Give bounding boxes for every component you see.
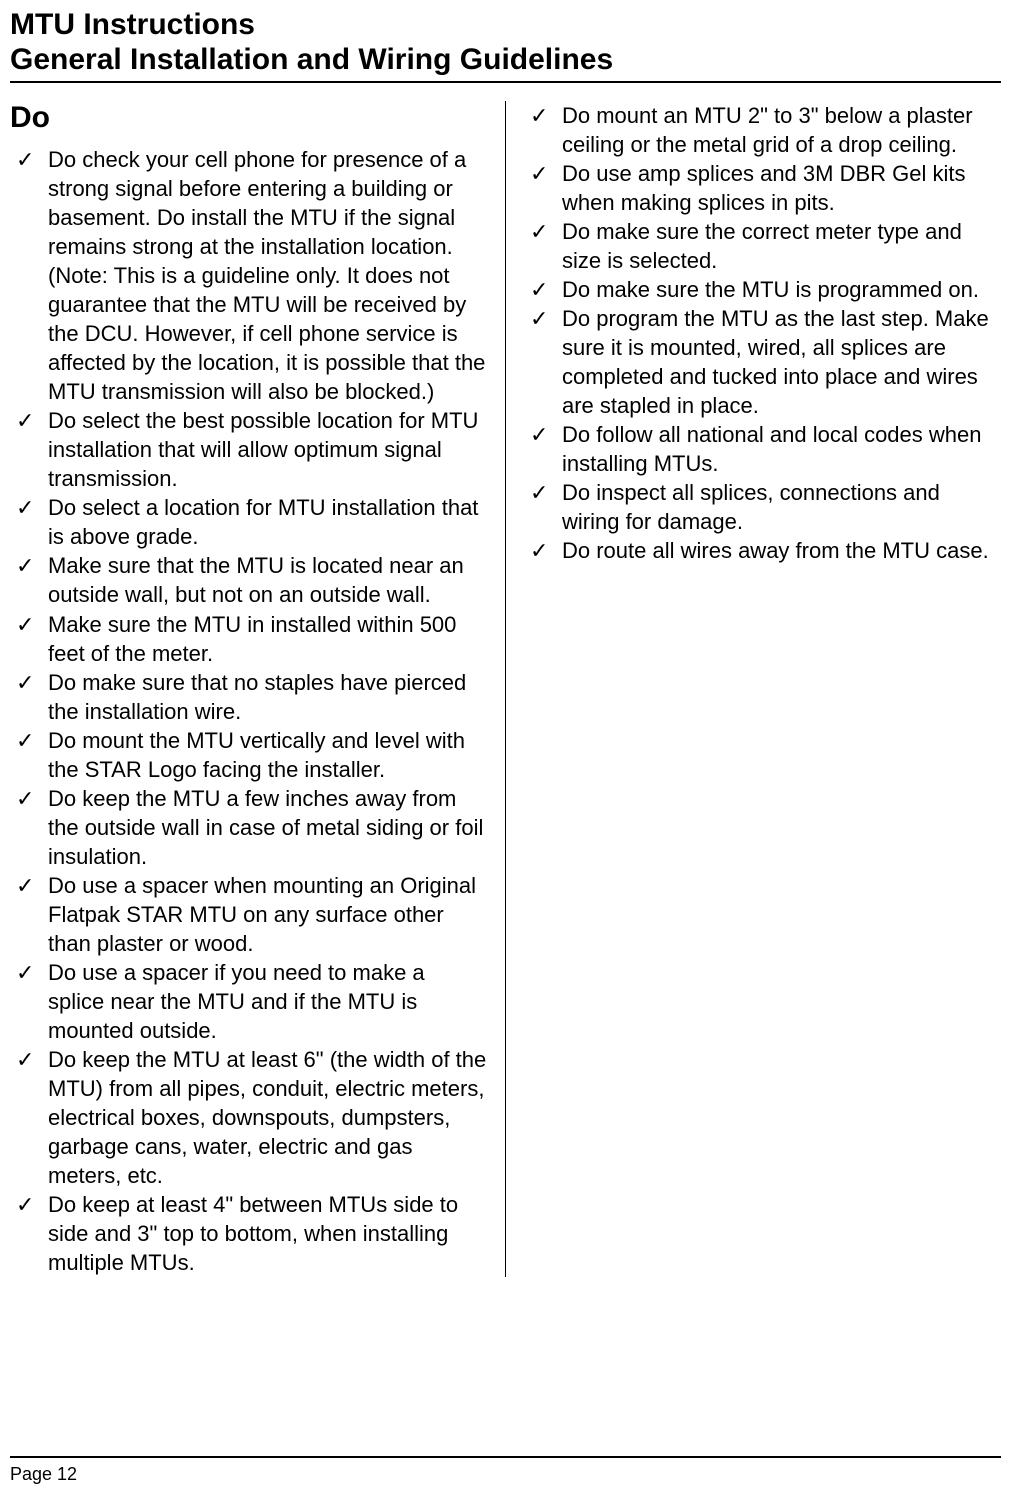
list-item: Do inspect all splices, connections and … <box>524 478 1001 536</box>
content-columns: Do Do check your cell phone for presence… <box>10 101 1001 1277</box>
list-item: Do follow all national and local codes w… <box>524 420 1001 478</box>
list-item: Make sure the MTU in installed within 50… <box>10 610 487 668</box>
list-item: Do keep the MTU a few inches away from t… <box>10 784 487 871</box>
list-item: Do route all wires away from the MTU cas… <box>524 536 1001 565</box>
title-line-1: MTU Instructions <box>10 8 1001 43</box>
list-item: Do select a location for MTU installatio… <box>10 493 487 551</box>
list-item: Do check your cell phone for presence of… <box>10 145 487 406</box>
right-checklist: Do mount an MTU 2" to 3" below a plaster… <box>524 101 1001 566</box>
list-item: Do make sure that no staples have pierce… <box>10 668 487 726</box>
page-footer: Page 12 <box>10 1456 1001 1485</box>
right-column: Do mount an MTU 2" to 3" below a plaster… <box>506 101 1001 1277</box>
list-item: Do program the MTU as the last step. Mak… <box>524 304 1001 420</box>
list-item: Do select the best possible location for… <box>10 406 487 493</box>
list-item: Do keep at least 4" between MTUs side to… <box>10 1190 487 1277</box>
list-item: Do mount an MTU 2" to 3" below a plaster… <box>524 101 1001 159</box>
list-item: Do use a spacer if you need to make a sp… <box>10 958 487 1045</box>
page-number: Page 12 <box>10 1464 77 1484</box>
document-header: MTU Instructions General Installation an… <box>10 8 1001 83</box>
section-heading-do: Do <box>10 101 487 135</box>
list-item: Do use a spacer when mounting an Origina… <box>10 871 487 958</box>
list-item: Do make sure the correct meter type and … <box>524 217 1001 275</box>
left-checklist: Do check your cell phone for presence of… <box>10 145 487 1277</box>
list-item: Do keep the MTU at least 6" (the width o… <box>10 1045 487 1190</box>
footer-divider: Page 12 <box>10 1456 1001 1485</box>
list-item: Do mount the MTU vertically and level wi… <box>10 726 487 784</box>
title-line-2: General Installation and Wiring Guidelin… <box>10 43 1001 78</box>
list-item: Make sure that the MTU is located near a… <box>10 551 487 609</box>
list-item: Do make sure the MTU is programmed on. <box>524 275 1001 304</box>
list-item: Do use amp splices and 3M DBR Gel kits w… <box>524 159 1001 217</box>
left-column: Do Do check your cell phone for presence… <box>10 101 506 1277</box>
